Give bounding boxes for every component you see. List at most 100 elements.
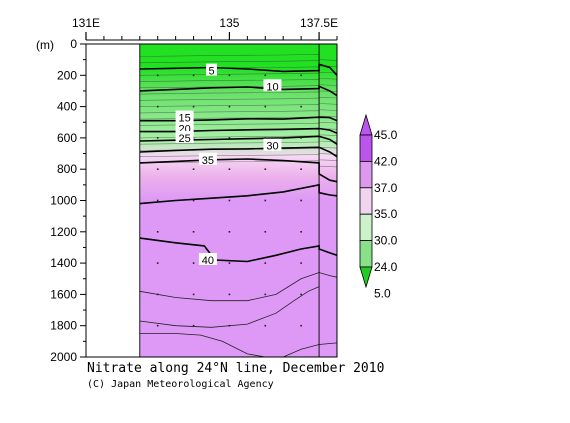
colorbar-label: 45.0 <box>374 128 398 142</box>
station-dot <box>156 199 159 202</box>
station-dot <box>228 199 231 202</box>
contour-line-38 <box>139 183 338 205</box>
colorbar-label: 35.0 <box>374 207 398 221</box>
station-dot <box>300 74 302 77</box>
station-dot <box>228 324 231 327</box>
colorbar-segment <box>359 213 373 241</box>
colorbar-segment <box>359 187 373 215</box>
colorbar-label: 37.0 <box>374 181 398 195</box>
y-tick-label: 1400 <box>50 256 77 270</box>
station-dot <box>300 105 302 108</box>
station-dot <box>192 324 195 327</box>
contour-label-bg <box>175 130 194 143</box>
colorbar-label: 5.0 <box>374 286 391 300</box>
station-dot <box>264 105 267 108</box>
station-dot <box>156 293 159 296</box>
station-dot <box>264 199 267 202</box>
contour-line-35 <box>139 158 338 183</box>
contour-label-bg <box>198 252 217 265</box>
station-dot <box>264 74 267 77</box>
station-dot <box>300 293 302 296</box>
contour-line-thin <box>139 116 338 124</box>
station-dot <box>156 105 159 108</box>
colorbar-segment <box>359 160 373 189</box>
station-dot <box>228 168 231 170</box>
contour-label: 30 <box>266 141 278 153</box>
x-axis-top: 131E 135 137.5E <box>72 16 338 41</box>
colorbar: 45.0 42.0 37.0 35.0 30.0 24.0 5.0 <box>359 113 398 300</box>
station-dot <box>156 262 159 264</box>
station-dot <box>300 231 302 233</box>
station-dot <box>264 168 267 170</box>
y-tick-label: 200 <box>57 68 77 82</box>
y-tick-label: 1800 <box>50 319 77 333</box>
y-tick-label: 600 <box>57 131 77 145</box>
station-dot <box>228 293 231 296</box>
station-dot <box>264 262 267 264</box>
x-tick-label: 131E <box>72 16 100 30</box>
station-dot <box>300 324 302 327</box>
credit-line: (C) Japan Meteorological Agency <box>87 379 274 390</box>
station-dots <box>139 44 320 357</box>
contour-line-40 <box>139 237 338 263</box>
station-dot <box>228 231 231 233</box>
y-tick-label: 0 <box>70 37 77 51</box>
station-dot <box>192 168 195 170</box>
contour-label-bg <box>263 79 282 92</box>
contour-line-10 <box>139 85 338 97</box>
station-dot <box>300 168 302 170</box>
y-tick-label: 1600 <box>50 287 77 301</box>
x-tick-label: 137.5E <box>300 16 338 30</box>
station-dot <box>300 137 302 139</box>
station-dot <box>192 199 195 202</box>
y-tick-label: 800 <box>57 162 77 176</box>
contour-line-thin <box>139 53 338 61</box>
y-tick-label: 1000 <box>50 194 77 208</box>
station-dot <box>156 137 159 139</box>
contour-line-thin <box>139 79 338 86</box>
station-dot <box>300 199 302 202</box>
y-axis-unit: (m) <box>36 38 54 52</box>
colorbar-top-triangle <box>359 113 373 136</box>
contour-label: 5 <box>208 66 214 78</box>
contour-line-thin <box>139 91 338 99</box>
colorbar-segment <box>359 240 373 268</box>
colorbar-label: 42.0 <box>374 154 398 168</box>
colorbar-bottom-triangle <box>359 266 373 289</box>
station-dot <box>228 262 231 264</box>
station-dot <box>192 231 195 233</box>
station-dot <box>156 168 159 170</box>
contour-line-thin <box>139 60 338 67</box>
station-dot <box>192 262 195 264</box>
station-dot <box>264 137 267 139</box>
station-dot <box>192 74 195 77</box>
contour-line-thin <box>139 104 338 111</box>
station-dot <box>264 231 267 233</box>
x-tick-label: 135 <box>219 16 239 30</box>
contour-label: 10 <box>266 81 278 93</box>
contour-line-thin <box>139 333 266 358</box>
contour-label-bg <box>175 121 194 134</box>
contour-line-thin <box>139 72 338 80</box>
y-tick-label: 1200 <box>50 225 77 239</box>
station-dot <box>192 105 195 108</box>
contour-line-thin <box>139 110 338 118</box>
contour-label: 25 <box>178 133 190 145</box>
colorbar-segment <box>359 134 373 162</box>
contour-label: 40 <box>202 255 214 267</box>
station-dot <box>192 293 195 296</box>
contour-line-thin <box>139 272 338 302</box>
contour-label-bg <box>263 138 282 151</box>
contour-line-thin <box>139 135 338 143</box>
station-dot <box>264 324 267 327</box>
y-axis: 0 200 400 600 800 1000 1200 1400 1600 1800 2000 <box>50 37 86 364</box>
chart-title: Nitrate along 24°N line, December 2010 <box>87 361 384 376</box>
colorbar-label: 30.0 <box>374 234 398 248</box>
contour-line-thin <box>283 342 338 358</box>
contour-label-bg <box>198 152 217 165</box>
contour-line-5 <box>139 63 338 76</box>
station-dot <box>156 324 159 327</box>
station-dot <box>300 262 302 264</box>
colorbar-label: 24.0 <box>374 260 398 274</box>
